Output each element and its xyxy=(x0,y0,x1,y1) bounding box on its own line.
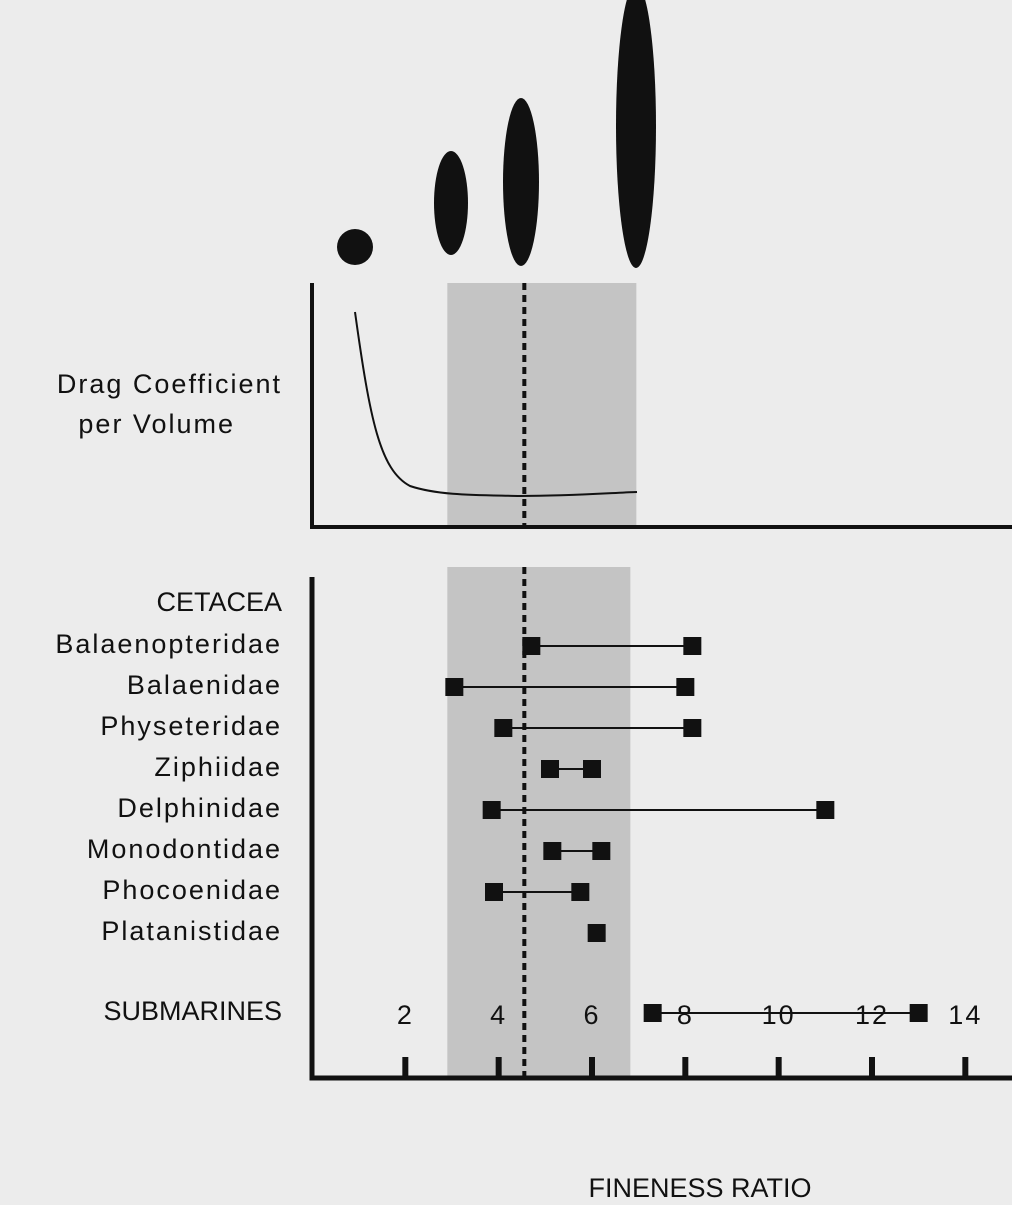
range-end xyxy=(587,924,606,942)
ellipsoid-icon xyxy=(616,0,656,268)
y-label: Drag Coefficient xyxy=(57,369,282,399)
range-end xyxy=(522,637,541,655)
category-label: SUBMARINES xyxy=(103,996,282,1026)
lower-axes xyxy=(309,577,1012,1081)
x-tick-label: 8 xyxy=(677,1000,694,1030)
range-end xyxy=(541,760,559,778)
range-end xyxy=(571,883,590,901)
category-label: Balaenopteridae xyxy=(55,629,282,659)
range-end xyxy=(683,719,702,737)
sphere-icon xyxy=(337,229,373,265)
x-tick-label: 2 xyxy=(397,1000,414,1030)
x-axis-title: FINENESS RATIO xyxy=(588,1173,811,1203)
category-label: Physeteridae xyxy=(100,711,282,741)
range-end xyxy=(445,678,464,696)
range-end xyxy=(909,1004,928,1022)
range-end xyxy=(482,801,501,819)
category-label: Delphinidae xyxy=(117,793,282,823)
drag-curve xyxy=(354,311,638,498)
category-label: Ziphiidae xyxy=(154,752,282,782)
range-end xyxy=(485,883,503,901)
x-tick-label: 12 xyxy=(855,1000,889,1030)
category-label: Monodontidae xyxy=(87,834,282,864)
category-label: Balaenidae xyxy=(127,670,282,700)
ellipsoid-icon xyxy=(434,151,468,255)
category-label: Platanistidae xyxy=(101,916,282,946)
x-tick-label: 6 xyxy=(583,1000,600,1030)
range-end xyxy=(494,719,513,737)
range-end xyxy=(816,801,835,819)
range-end xyxy=(643,1004,662,1022)
x-tick-label: 4 xyxy=(490,1000,507,1030)
ellipsoid-icon xyxy=(503,98,539,266)
range-end xyxy=(592,842,611,860)
x-tick-label: 10 xyxy=(762,1000,796,1030)
upper-axes xyxy=(310,283,1012,529)
x-tick-label: 14 xyxy=(948,1000,982,1030)
group-label: CETACEA xyxy=(156,587,282,617)
y-label: per Volume xyxy=(78,409,235,439)
range-end xyxy=(583,760,601,778)
category-label: Phocoenidae xyxy=(102,875,282,905)
range-end xyxy=(676,678,695,696)
shade-layer xyxy=(447,283,637,1076)
range-end xyxy=(683,637,702,655)
range-end xyxy=(543,842,562,860)
optimal-band xyxy=(447,283,637,525)
